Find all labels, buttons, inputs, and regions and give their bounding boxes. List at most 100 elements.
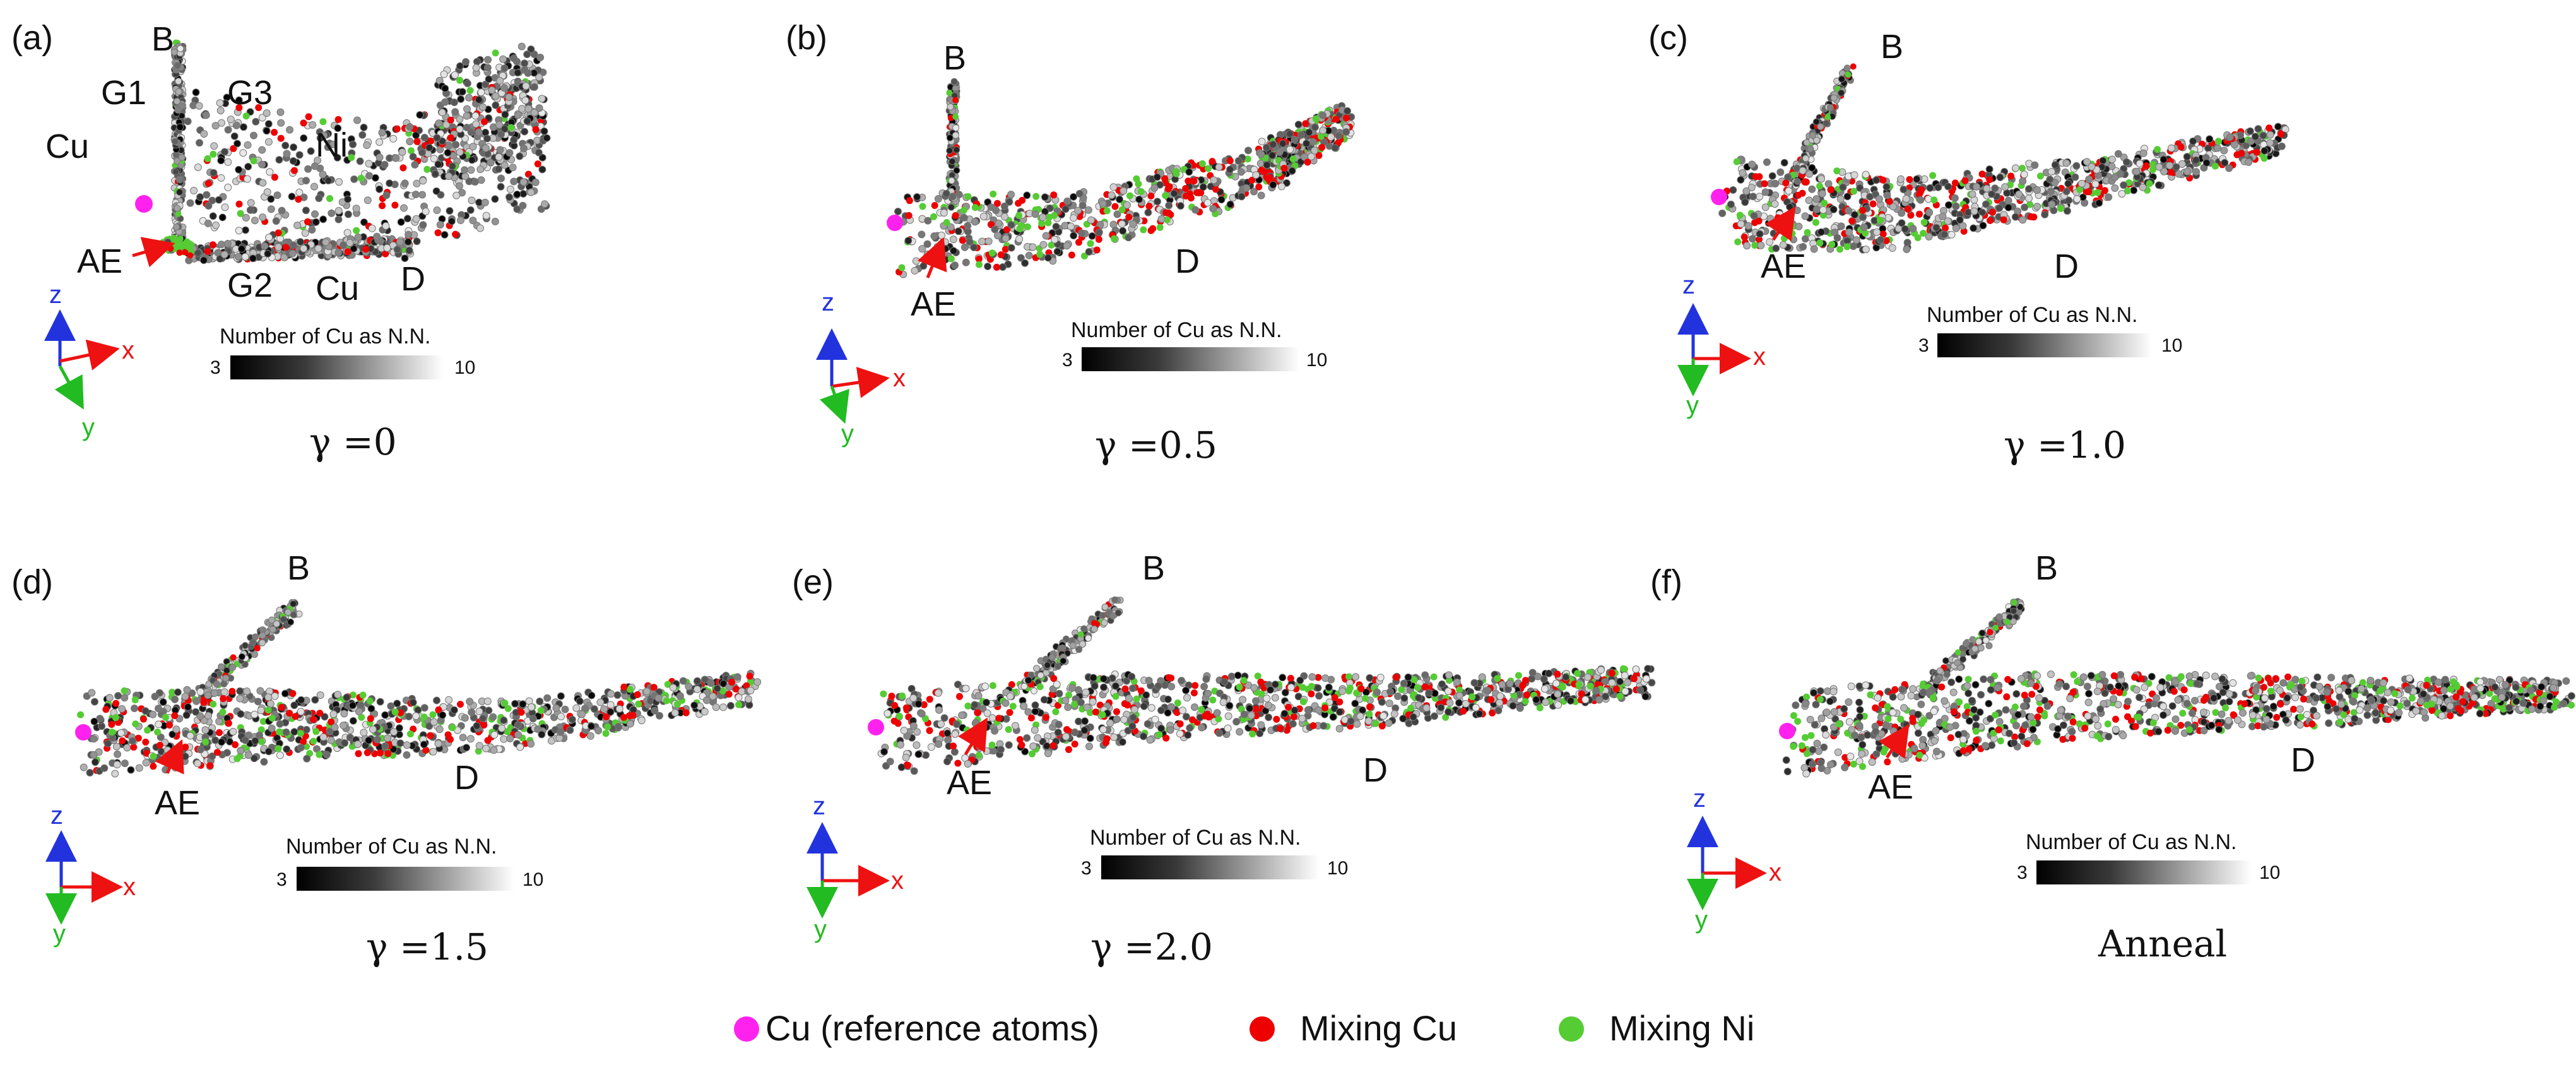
atom <box>427 137 435 145</box>
atom <box>530 83 538 91</box>
atom <box>220 251 228 259</box>
atom <box>466 698 474 706</box>
atom <box>1176 202 1185 210</box>
colorbar-min: 3 <box>276 869 287 890</box>
atom <box>1025 251 1033 259</box>
atom <box>1944 217 1952 225</box>
atom <box>1145 203 1153 210</box>
atom <box>369 725 377 734</box>
atom <box>123 744 131 752</box>
atom <box>314 244 322 253</box>
atom <box>935 260 943 268</box>
atom <box>2031 161 2039 169</box>
atom <box>1771 200 1779 208</box>
atom <box>2278 142 2286 150</box>
atom <box>418 148 426 157</box>
atom <box>102 706 110 713</box>
atom <box>2057 205 2065 212</box>
atom <box>436 221 444 229</box>
atom <box>1862 170 1870 179</box>
atom <box>744 695 752 703</box>
atom <box>447 134 454 141</box>
atom <box>663 697 670 705</box>
atom <box>576 697 584 705</box>
atom <box>1761 203 1770 211</box>
atom <box>1053 247 1061 256</box>
atom <box>204 219 212 227</box>
atom <box>1335 132 1343 140</box>
atom <box>627 686 634 693</box>
atom <box>312 728 320 735</box>
atom <box>451 108 459 116</box>
atom <box>527 45 535 53</box>
label-D: D <box>2054 247 2079 285</box>
atom <box>506 185 514 193</box>
atom <box>472 64 480 72</box>
atom <box>392 154 400 162</box>
atom <box>222 674 230 682</box>
atom <box>112 714 119 722</box>
atom <box>500 84 508 92</box>
atom <box>419 221 427 229</box>
atom <box>999 263 1007 271</box>
atom <box>557 713 565 720</box>
colorbar-title: Number of Cu as N.N. <box>1927 303 2137 327</box>
label-D: D <box>454 759 479 797</box>
atom <box>1303 140 1311 148</box>
atom <box>572 704 581 712</box>
atom <box>2159 155 2168 164</box>
atom <box>1291 136 1299 144</box>
atom <box>1739 169 1747 177</box>
atom <box>261 242 269 250</box>
atom <box>382 222 390 230</box>
atom-cloud <box>160 39 551 265</box>
atom <box>898 264 906 271</box>
atom <box>1197 189 1205 196</box>
atom <box>316 691 324 699</box>
atom <box>382 250 389 258</box>
atom <box>441 98 449 106</box>
z-axis-label: z <box>1682 271 1695 299</box>
atom <box>931 202 938 209</box>
atom <box>1302 120 1309 128</box>
atom <box>357 174 365 182</box>
atom <box>450 706 458 714</box>
atom <box>709 693 717 700</box>
label-G1: G1 <box>101 74 146 112</box>
atom <box>268 715 276 722</box>
atom <box>904 237 913 245</box>
atom <box>225 720 232 727</box>
atom <box>182 711 191 719</box>
atom <box>413 179 421 187</box>
atom <box>960 213 968 222</box>
atom <box>362 246 370 253</box>
atom <box>461 172 470 181</box>
atom <box>962 258 970 266</box>
z-axis-label: z <box>822 289 834 316</box>
atom <box>249 254 257 263</box>
atom <box>1063 197 1072 205</box>
atom <box>235 104 243 111</box>
atom <box>1041 193 1049 201</box>
atom <box>492 49 499 57</box>
atom <box>527 740 535 748</box>
atom <box>1947 230 1956 239</box>
label-AE: AE <box>155 784 200 822</box>
atom <box>735 701 743 708</box>
atom <box>2238 150 2245 157</box>
atom <box>444 141 452 150</box>
atom <box>113 761 121 769</box>
atom <box>129 737 137 745</box>
atom <box>1988 190 1996 198</box>
colorbar-max: 10 <box>1306 350 1327 371</box>
atom <box>256 731 263 739</box>
atom <box>405 246 413 254</box>
atom <box>1119 227 1127 235</box>
atom <box>1258 138 1266 146</box>
atom <box>2192 156 2200 164</box>
atom <box>1294 121 1303 129</box>
atom <box>1733 158 1740 165</box>
atom <box>112 699 120 707</box>
atom <box>254 698 262 706</box>
